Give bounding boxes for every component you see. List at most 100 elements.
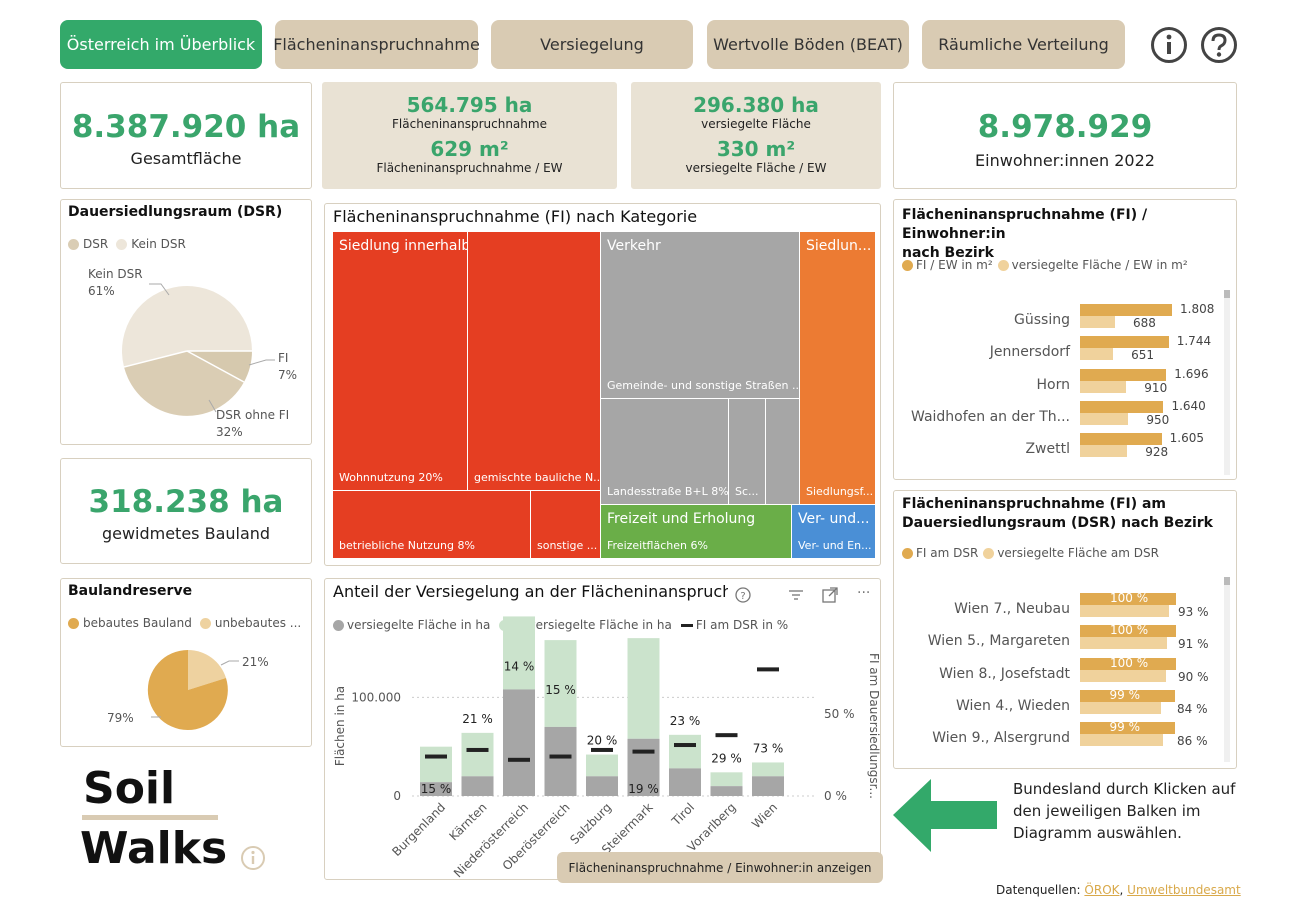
legend-dot-vers-ew [997,259,1009,271]
bar-category-label: Wien 4., Wieden [955,697,1070,714]
tab-flaecheninanspruchnahme[interactable]: Flächeninanspruchnahme [273,20,480,69]
bar-secondary[interactable] [1080,605,1170,617]
bar-unversiegelt [710,772,743,787]
data-label: 14 % [504,659,535,673]
bar-primary[interactable] [1080,722,1176,735]
bar-secondary[interactable] [1080,734,1163,747]
bar-secondary[interactable] [1080,316,1115,328]
bar-secondary[interactable] [1080,412,1129,425]
link-umweltbundesamt[interactable]: Umweltbundesamt [1127,883,1241,897]
bar-unversiegelt [752,762,784,777]
arrow-left-icon [893,779,997,852]
legend-dot-vers-dsr [983,547,995,559]
kpi-bauland-label: gewidmetes Bauland [101,524,271,543]
fi-dsr-scrollbar[interactable] [1224,577,1230,762]
bar-versiegelt [752,776,784,796]
logo-info-icon[interactable] [240,845,266,871]
dsr-card: Dauersiedlungsraum (DSR) DSR Kein DSR Ke… [60,199,312,445]
treemap-verkehr-other[interactable] [766,399,799,504]
treemap-betrieblich[interactable]: betriebliche Nutzung 8% [333,491,530,558]
bar-primary[interactable] [1080,400,1164,413]
bar-value-label: 99 % [1109,720,1141,735]
bar-category-label: Zwettl [1025,441,1070,458]
legend-dot-kein-dsr [116,238,128,250]
marker-fi-dsr [425,754,447,759]
info-icon[interactable] [1150,26,1188,64]
treemap-label-siedl-aus: Siedlun... [806,238,872,254]
fi-ew-scrollbar[interactable] [1224,290,1230,475]
treemap-siedlung-ausserhalb[interactable]: Siedlun... Siedlungsf... [800,232,875,504]
bar-secondary[interactable] [1080,348,1114,361]
treemap-landesstrasse[interactable]: Landesstraße B+L 8% [601,399,728,504]
bar-unversiegelt [461,732,494,777]
treemap-label-siedl-f: Siedlungsf... [806,485,874,498]
treemap-sonstige[interactable]: sonstige ... [531,491,600,558]
kpi-gesamtflaeche: 8.387.920 ha Gesamtfläche [60,82,312,189]
bar-secondary[interactable] [1080,637,1168,650]
kpi-einwohner-value: 8.978.929 [977,109,1153,145]
reserve-pie[interactable] [61,579,313,748]
treemap-gemischt[interactable]: gemischte bauliche N... [468,232,600,490]
logo-walks: Walks [80,823,228,874]
bar-value-label: 100 % [1110,591,1149,605]
treemap-sc[interactable]: Sc... [729,399,765,504]
treemap-ver-entsorgung[interactable]: Ver- und... Ver- und En... [792,505,875,558]
fi-ew-title: Flächeninanspruchnahme (FI) / Einwohner:… [902,207,1148,261]
logo-underline [82,815,218,820]
dsr-label-ohne: DSR ohne FI 32% [216,408,290,439]
toggle-fi-ew-button[interactable]: Flächeninanspruchnahme / Einwohner:in an… [557,852,883,883]
y-tick-label: 0 [393,789,401,803]
kpi-versiegelung: 296.380 ha versiegelte Fläche 330 m² ver… [631,82,881,189]
treemap-label-sc: Sc... [735,485,759,498]
bar-primary[interactable] [1080,593,1176,605]
dsr-pie[interactable] [61,200,313,446]
bar-value-label: 99 % [1109,687,1141,702]
tab-versiegelung[interactable]: Versiegelung [491,20,693,69]
bar-category-label: Horn [1036,376,1070,393]
reserve-label-bebaut: 79% [107,711,134,725]
bar-secondary[interactable] [1080,445,1128,458]
bar-versiegelt [420,782,452,796]
help-icon[interactable] [1200,26,1238,64]
tab-raeumliche-verteilung[interactable]: Räumliche Verteilung [922,20,1125,69]
bar-secondary[interactable] [1080,669,1167,682]
versiegelung-chart[interactable]: 100.000 0 50 % 0 % Flächen in ha FI am Dauers… [324,578,881,880]
treemap-freizeit[interactable]: Freizeit und Erholung Freizeitflächen 6% [601,505,791,558]
bar-primary[interactable] [1080,689,1176,702]
kpi-gesamtflaeche-label: Gesamtfläche [130,149,242,168]
treemap-label-ver-sub: Ver- und En... [798,539,872,552]
tab-wertvolle-boeden[interactable]: Wertvolle Böden (BEAT) [707,20,909,69]
y-axis-label: Flächen in ha [333,686,347,766]
fi-dsr-title: Flächeninanspruchnahme (FI) am Dauersiedl… [902,496,1213,531]
bar-value-label: 928 [1145,445,1169,460]
footer-sources: Datenquellen: ÖROK, Umweltbundesamt [996,883,1241,897]
bar-primary[interactable] [1080,336,1169,349]
bar-primary[interactable] [1080,657,1176,670]
bar-secondary[interactable] [1080,380,1127,393]
more-options-icon[interactable]: ··· [857,585,871,601]
kpi-vers-ew-label: versiegelte Fläche / EW [685,161,827,175]
bar-primary[interactable] [1080,304,1172,316]
dsr-title: Dauersiedlungsraum (DSR) [68,204,283,220]
y-tick-label: 100.000 [351,690,401,704]
bar-primary[interactable] [1080,433,1162,446]
kpi-fi-ew-value: 629 m² [430,137,509,161]
tab-overview[interactable]: Österreich im Überblick [60,20,262,69]
link-oerok[interactable]: ÖROK [1084,883,1120,897]
bar-value-label: 91 % [1178,637,1209,652]
bar-primary[interactable] [1080,368,1167,381]
filter-icon[interactable] [787,586,805,604]
legend-label-kein-dsr: Kein DSR [131,237,186,251]
help-small-icon[interactable]: ? [734,586,752,604]
bar-primary[interactable] [1080,625,1176,638]
bar-value-label: 1.744 [1176,334,1212,349]
bar-value-label: 90 % [1178,669,1209,684]
treemap-wohnnutzung[interactable]: Siedlung innerhalb Baulandwidmung Wohnnu… [333,232,467,490]
bar-secondary[interactable] [1080,701,1161,714]
bar-unversiegelt [627,638,660,739]
bar-unversiegelt [669,734,701,769]
focus-mode-icon[interactable] [821,586,839,604]
kpi-bauland-value: 318.238 ha [88,484,284,520]
bar-versiegelt [710,786,743,796]
treemap-gemeindestrassen[interactable]: Verkehr Gemeinde- und sonstige Straßen .… [601,232,799,398]
